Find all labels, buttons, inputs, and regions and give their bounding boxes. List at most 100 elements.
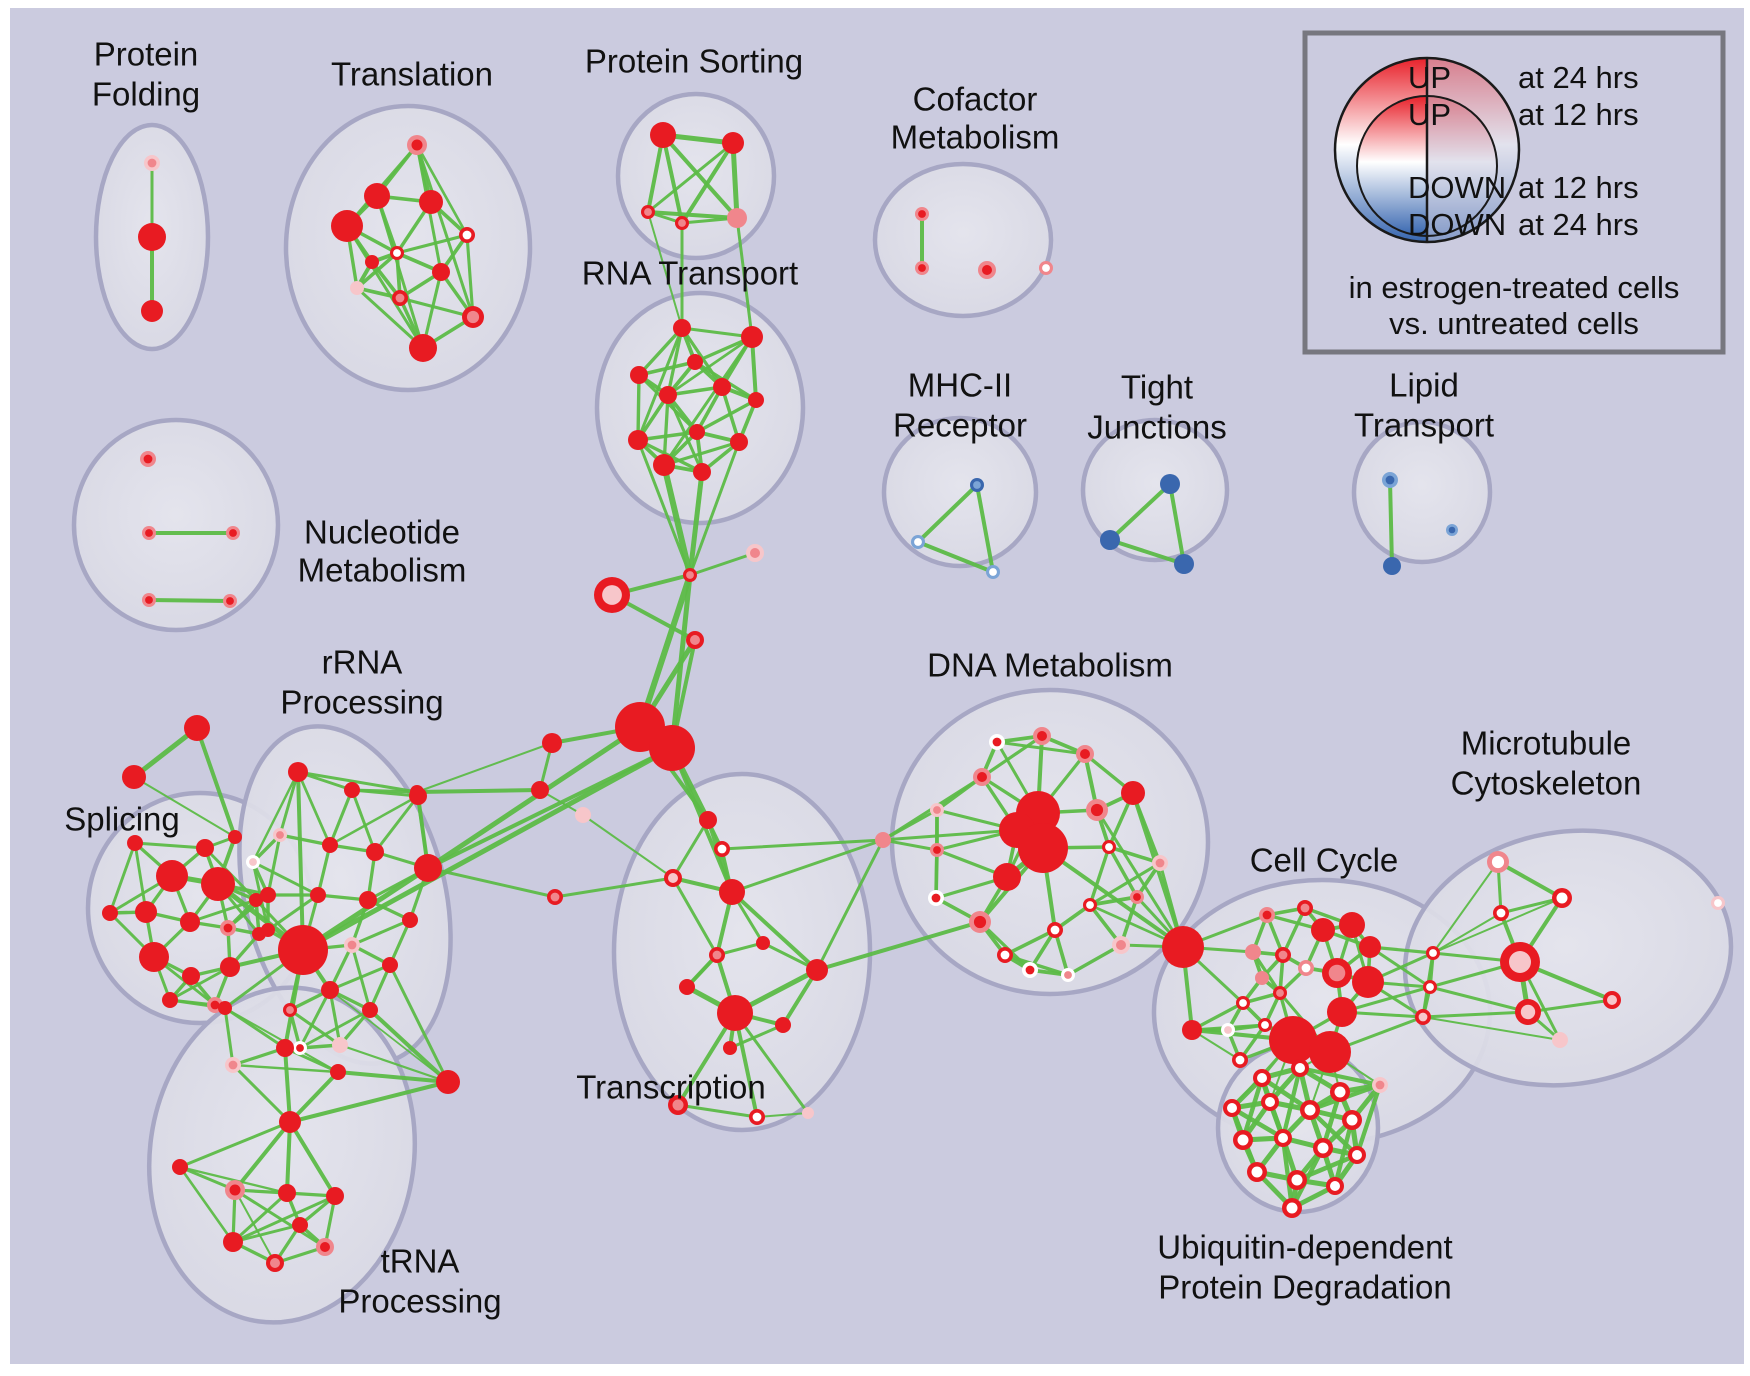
legend-state-3: DOWN (1408, 207, 1506, 242)
edge (661, 462, 693, 578)
gene-node-core-bb (690, 635, 700, 645)
cluster-ellipse-tr (611, 771, 873, 1133)
edge (1107, 845, 1162, 865)
gene-node-ring-cc (1182, 1020, 1202, 1040)
gene-node-ring-rt (741, 326, 763, 348)
edge (553, 876, 675, 899)
edge (388, 918, 412, 967)
gene-node-core-ub (1237, 1134, 1249, 1146)
gene-node-ring-lt (1383, 557, 1401, 575)
gene-node-core-tr (668, 873, 678, 883)
edge (730, 890, 819, 972)
gene-node-ring-rr (344, 782, 360, 798)
gene-node-core-cc (1276, 989, 1284, 997)
edge (350, 788, 377, 854)
legend-state-0: UP (1408, 60, 1451, 95)
edge (108, 841, 137, 915)
edge (278, 770, 300, 837)
gene-node-ring-tl (432, 263, 450, 281)
edge (582, 814, 674, 879)
edge (415, 143, 469, 237)
legend-time-1: at 12 hrs (1518, 97, 1639, 132)
gene-node-core-ub (1304, 1104, 1316, 1116)
edge (1240, 1075, 1265, 1143)
edge (355, 286, 425, 350)
gene-node-ring-tl (409, 334, 437, 362)
edge (666, 335, 754, 397)
gene-node-ring-tr (679, 979, 695, 995)
gene-node-ring-sp (139, 942, 169, 972)
gene-node-core-pf (147, 158, 157, 168)
gene-node-core-nm (226, 597, 234, 605)
edge (671, 818, 710, 880)
edge (1496, 860, 1564, 900)
edge (646, 210, 739, 220)
cluster-label-trna: tRNA (381, 1243, 460, 1280)
edge (316, 843, 332, 897)
cluster-label-cofactor: Cofactor (913, 81, 1038, 118)
gene-node-core-nm (145, 529, 153, 537)
edge (661, 133, 684, 225)
gene-node-core-ub (1251, 1166, 1263, 1178)
gene-node-core-dm (1133, 893, 1141, 901)
cluster-label-rrna: Processing (280, 684, 443, 721)
gene-node-ring-bb (649, 725, 695, 771)
gene-node-core-mc (1496, 908, 1506, 918)
gene-node-core-tr (712, 950, 722, 960)
edge (368, 963, 392, 1012)
gene-node-core-dm (933, 846, 941, 854)
gene-node-ring-rt (659, 386, 677, 404)
gene-node-core-nm (143, 454, 153, 464)
gene-node-ring-sp (135, 901, 157, 923)
edge (666, 393, 704, 474)
edge (1368, 945, 1432, 989)
edge (646, 141, 735, 214)
gene-node-core-rr (347, 940, 357, 950)
gene-node-core-cf (1042, 264, 1050, 272)
edge (223, 1006, 235, 1067)
legend-time-0: at 24 hrs (1518, 60, 1639, 95)
edge (688, 440, 741, 577)
gene-node-core-dm (1000, 950, 1010, 960)
gene-node-ring-sp (127, 835, 143, 851)
edge (1041, 846, 1185, 949)
gene-node-core-cf (918, 210, 926, 218)
edge (416, 742, 553, 793)
gene-node-ring-tl (419, 190, 443, 214)
cluster-ellipse-ps (615, 91, 777, 261)
gene-node-ring-rr (359, 891, 377, 909)
edge (373, 794, 420, 854)
edge (231, 1194, 337, 1244)
edge (288, 1070, 340, 1124)
gene-node-ring-tj (1160, 474, 1180, 494)
gene-node-ring-rt (628, 430, 648, 450)
edge (285, 1120, 292, 1195)
edge (133, 841, 148, 914)
edge (465, 233, 475, 319)
gene-node-core-nm (145, 596, 153, 604)
gene-node-ring-tn (172, 1159, 188, 1175)
gene-node-core-tl (411, 139, 423, 151)
gene-node-ring-tl (365, 255, 379, 269)
gene-node-ring-rt (713, 378, 731, 396)
edge (815, 920, 982, 972)
gene-node-core-cc (1429, 949, 1437, 957)
cluster-label-tight-junctions: Junctions (1087, 409, 1226, 446)
cluster-label-splicing: Splicing (64, 801, 180, 838)
cluster-label-protein-folding: Protein (94, 36, 199, 73)
gene-node-ring-dm (1162, 926, 1204, 968)
edge (233, 1120, 292, 1192)
edge (881, 838, 939, 852)
edge (1168, 482, 1186, 566)
edge (338, 1043, 450, 1084)
edge (233, 1188, 327, 1249)
legend-state-2: DOWN (1408, 170, 1506, 205)
edge (1428, 985, 1530, 1014)
gene-node-ring-rr (362, 1002, 378, 1018)
legend-footer-0: in estrogen-treated cells (1349, 270, 1680, 305)
gene-node-ring-tn (330, 1064, 346, 1080)
gene-node-core-ub (1227, 1103, 1237, 1113)
edge (646, 133, 665, 214)
gene-node-ring-tn (326, 1187, 344, 1205)
